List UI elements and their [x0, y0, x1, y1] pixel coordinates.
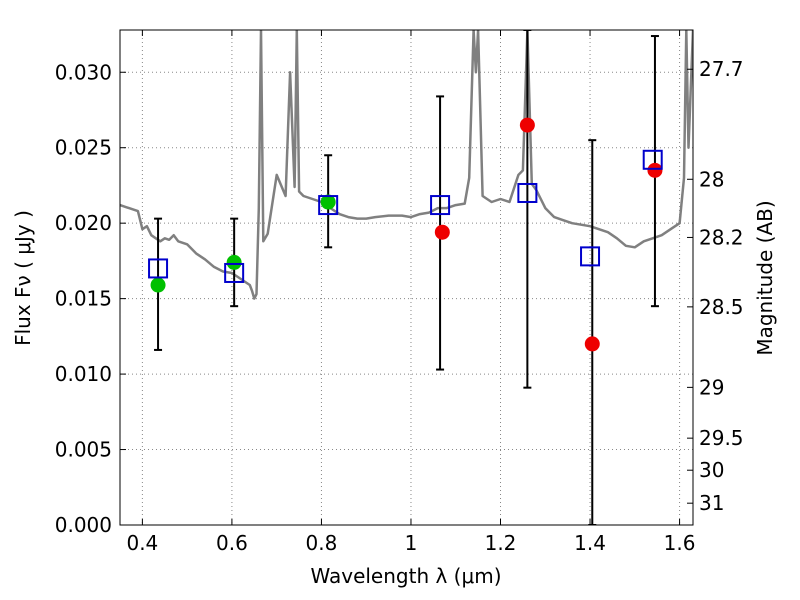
model-spectrum-line — [120, 30, 693, 300]
axis-ticks: 0.4 0.6 0.8 1 1.2 1.4 1.6 0.000 0.005 0.010 0.015 0… — [55, 30, 744, 555]
red-point — [519, 117, 535, 133]
y-tick-label: 0.020 — [55, 211, 112, 235]
x-tick-label: 0.4 — [126, 531, 158, 555]
blue-square-point — [430, 195, 451, 216]
y2-tick-label: 28.5 — [699, 295, 744, 319]
plot-area — [120, 30, 693, 525]
x-tick-label: 0.6 — [216, 531, 248, 555]
x-tick-label: 0.8 — [306, 531, 338, 555]
blue-square-point — [148, 258, 169, 279]
green-point — [320, 194, 336, 210]
y-tick-label: 0.025 — [55, 136, 112, 160]
y2-tick-label: 27.7 — [699, 57, 744, 81]
plot-frame — [119, 29, 694, 526]
y2-tick-label: 30 — [699, 458, 724, 482]
blue-square-point — [642, 149, 663, 170]
y-tick-label: 0.010 — [55, 362, 112, 386]
green-point — [150, 277, 166, 293]
y2-tick-label: 28.2 — [699, 225, 744, 249]
x-tick-label: 1.6 — [664, 531, 696, 555]
red-point — [584, 336, 600, 352]
red-point — [647, 162, 663, 178]
y-axis-label: Flux Fν ( μJy ) — [11, 210, 35, 346]
x-axis-label: Wavelength λ (μm) — [310, 564, 501, 588]
y2-tick-label: 29 — [699, 375, 724, 399]
red-point — [434, 224, 450, 240]
x-tick-label: 1 — [405, 531, 418, 555]
y-tick-label: 0.015 — [55, 287, 112, 311]
blue-square-point — [517, 182, 538, 203]
y2-tick-label: 28 — [699, 167, 724, 191]
y2-axis-label: Magnitude (AB) — [753, 200, 777, 355]
blue-square-point — [224, 262, 245, 283]
y-tick-label: 0.005 — [55, 438, 112, 462]
y-tick-label: 0.000 — [55, 513, 112, 537]
blue-square-point — [318, 195, 339, 216]
y-tick-label: 0.030 — [55, 60, 112, 84]
x-tick-label: 1.4 — [574, 531, 606, 555]
blue-square-point — [580, 246, 601, 267]
grid — [120, 30, 693, 526]
y2-tick-label: 29.5 — [699, 426, 744, 450]
green-point — [226, 254, 242, 270]
x-tick-label: 1.2 — [485, 531, 517, 555]
y2-tick-label: 31 — [699, 491, 724, 515]
